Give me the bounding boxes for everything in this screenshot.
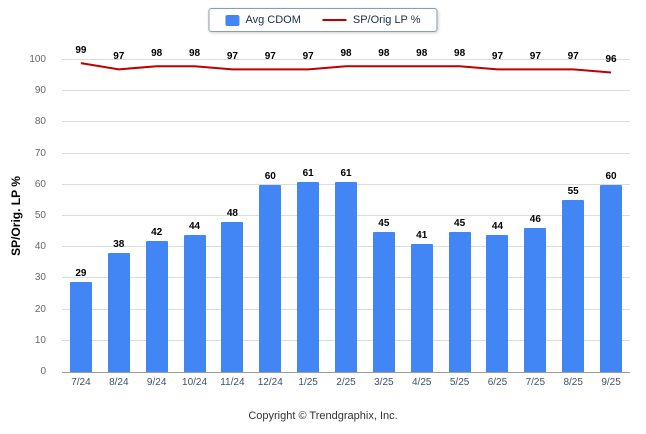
line-swatch-icon <box>322 19 347 21</box>
line-value-label: 98 <box>340 48 352 60</box>
bar-value-label: 42 <box>151 226 163 238</box>
x-tick-label: 10/24 <box>182 377 208 388</box>
x-tick-label: 4/25 <box>411 377 432 388</box>
gridline <box>62 90 630 92</box>
line-value-label: 97 <box>529 51 541 63</box>
line-value-label: 97 <box>264 51 276 63</box>
bar-value-label: 60 <box>605 170 617 182</box>
bar <box>145 240 168 372</box>
line-value-label: 98 <box>188 48 201 60</box>
x-tick-label: 12/24 <box>257 377 283 388</box>
y-tick-label: 0 <box>40 366 46 377</box>
y-axis-ticks: 0 10 20 30 40 50 60 70 80 90 100 <box>0 54 54 377</box>
bar-value-label: 45 <box>378 217 390 229</box>
x-tick-label: 2/25 <box>336 377 356 388</box>
bar-value-label: 61 <box>302 167 314 179</box>
line-value-label: 98 <box>416 48 428 60</box>
bar-value-label: 44 <box>188 220 201 232</box>
y-tick-label: 90 <box>34 85 46 97</box>
bar <box>448 231 471 372</box>
y-tick-label: 40 <box>34 241 46 253</box>
x-tick-label: 7/24 <box>71 377 91 388</box>
line-value-label: 97 <box>113 51 125 63</box>
bar-value-label: 41 <box>416 230 428 242</box>
gridline <box>62 121 630 123</box>
bar <box>524 228 547 372</box>
x-tick-label: 8/25 <box>563 377 583 388</box>
bar-value-label: 44 <box>491 220 504 232</box>
line-value-label: 97 <box>302 51 314 63</box>
x-tick-label: 11/24 <box>220 377 245 388</box>
x-axis-labels: 7/24 8/24 9/24 10/24 11/24 12/24 1/25 2/25 3/25 4… <box>62 377 630 391</box>
bar <box>372 231 395 372</box>
x-tick-label: 9/25 <box>601 377 621 388</box>
bar <box>335 181 357 372</box>
line-value-label: 98 <box>454 48 466 60</box>
y-tick-label: 70 <box>34 147 46 159</box>
x-tick-label: 8/24 <box>109 377 129 388</box>
gridline <box>62 152 630 154</box>
bar <box>600 184 623 372</box>
bar-value-label: 60 <box>264 170 276 182</box>
legend-item-sp-orig-lp: SP/Orig LP % <box>322 14 421 26</box>
line-value-label: 96 <box>605 54 617 66</box>
gridline <box>62 59 630 60</box>
bar <box>221 222 244 372</box>
line-value-label: 98 <box>151 48 163 60</box>
bar-value-label: 45 <box>454 217 466 229</box>
bar-value-label: 38 <box>113 239 125 251</box>
line-value-label: 97 <box>567 51 579 63</box>
x-tick-label: 6/25 <box>487 377 508 388</box>
copyright: Copyright © Trendgraphix, Inc. <box>248 410 398 422</box>
bar-value-label: 48 <box>226 208 238 220</box>
legend-label-sp-orig-lp: SP/Orig LP % <box>352 14 421 26</box>
bar-value-label: 55 <box>567 186 579 198</box>
line-value-label: 97 <box>491 51 504 63</box>
x-tick-label: 7/25 <box>525 377 546 388</box>
legend: Avg CDOM SP/Orig LP % <box>208 8 438 32</box>
bar <box>410 244 433 372</box>
bar-value-label: 46 <box>529 214 541 226</box>
bar <box>486 234 509 372</box>
y-tick-label: 10 <box>34 334 46 346</box>
legend-item-avg-cdom: Avg CDOM <box>225 14 301 26</box>
y-tick-label: 20 <box>34 303 46 315</box>
y-tick-label: 30 <box>34 272 46 284</box>
line-path <box>81 63 611 72</box>
line-point-labels: 99 97 98 98 97 97 97 98 98 98 98 97 97 97 96 <box>62 45 630 372</box>
line-value-label: 97 <box>226 51 238 63</box>
x-tick-label: 1/25 <box>298 377 318 388</box>
bar <box>562 200 585 372</box>
bar <box>107 253 130 372</box>
bar-series: 29 38 42 44 48 60 61 61 45 41 45 44 46 55 60 <box>62 60 630 372</box>
x-tick-label: 3/25 <box>374 377 394 388</box>
x-tick-label: 9/24 <box>146 377 167 388</box>
y-tick-label: 60 <box>34 178 46 190</box>
line-value-label: 99 <box>75 45 87 57</box>
bar <box>259 184 282 372</box>
bar <box>69 281 92 372</box>
bar <box>183 234 206 372</box>
line-value-label: 98 <box>378 48 390 60</box>
plot-area: 29 38 42 44 48 60 61 61 45 41 45 44 46 55 60 99 97 98 98 9… <box>62 45 630 373</box>
bar-value-label: 61 <box>340 167 352 179</box>
y-tick-label: 50 <box>34 210 46 221</box>
bar <box>297 181 320 372</box>
bar-value-label: 29 <box>75 267 87 279</box>
legend-label-avg-cdom: Avg CDOM <box>245 14 301 26</box>
y-tick-label: 100 <box>29 54 46 65</box>
line-series <box>62 60 630 372</box>
y-tick-label: 80 <box>34 116 46 128</box>
bar-swatch-icon <box>225 14 240 26</box>
x-tick-label: 5/25 <box>449 377 470 388</box>
